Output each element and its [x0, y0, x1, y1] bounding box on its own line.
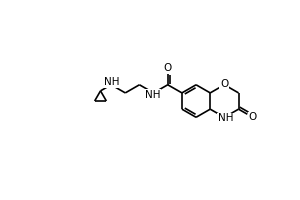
Text: NH: NH [145, 90, 160, 100]
Text: O: O [220, 79, 229, 89]
Text: NH: NH [218, 113, 233, 123]
Text: NH: NH [104, 77, 119, 87]
Text: O: O [164, 63, 172, 73]
Text: O: O [249, 112, 257, 122]
